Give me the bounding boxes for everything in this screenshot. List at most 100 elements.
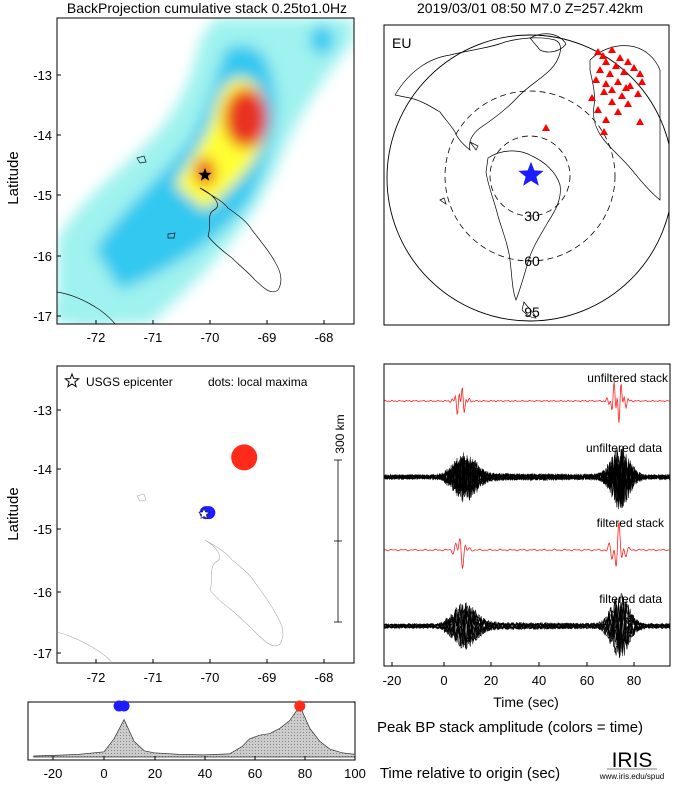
svg-text:-20: -20 [44, 766, 63, 781]
svg-text:-17: -17 [33, 309, 52, 324]
figure-title-right: 2019/03/01 08:50 M7.0 Z=257.42km [417, 0, 643, 16]
source-star-globe [518, 161, 544, 186]
station-triangle [608, 86, 616, 93]
station-triangle [600, 128, 608, 135]
svg-text:-72: -72 [87, 330, 106, 345]
station-triangle [626, 82, 634, 89]
station-triangle [622, 84, 630, 91]
station-triangle [614, 78, 622, 85]
station-triangle [608, 46, 616, 53]
figure-title-left: BackProjection cumulative stack 0.25to1.… [67, 0, 347, 16]
coastline [199, 187, 282, 293]
peak-x-ticks: -20 0 20 40 60 80 100 [44, 756, 366, 781]
svg-text:20: 20 [148, 766, 162, 781]
ring-label-95: 95 [524, 304, 540, 320]
distance-ring-30 [489, 135, 571, 217]
station-triangle [542, 124, 550, 131]
svg-text:-72: -72 [87, 670, 106, 685]
legend-star-icon [64, 372, 80, 388]
iris-logo: IRIS www.iris.edu/spud [599, 749, 664, 781]
svg-text:-70: -70 [201, 670, 220, 685]
map-frame [56, 17, 355, 325]
station-triangle [638, 78, 646, 85]
station-triangle [602, 58, 610, 65]
svg-text:20: 20 [484, 673, 498, 688]
trace-label-filtered-stack: filtered stack [597, 516, 665, 530]
backprojection-map-panel: -13 -14 -15 -16 -17 -72 -71 -70 -69 -68 … [5, 17, 355, 345]
svg-text:-13: -13 [33, 68, 52, 83]
local-maxima-panel: -13 -14 -15 -16 -17 -72 -71 -70 -69 -68 … [5, 365, 355, 685]
svg-text:-69: -69 [258, 330, 277, 345]
peak-amplitude-panel: -20 0 20 40 60 80 100 Peak BP stack ampl… [27, 700, 643, 782]
station-triangle [616, 54, 624, 61]
svg-text:-68: -68 [315, 330, 334, 345]
epicenter-star-map [198, 168, 212, 181]
unfiltered-data-traces [384, 445, 670, 510]
peak-time-marker [118, 700, 130, 712]
svg-text:60: 60 [580, 673, 594, 688]
station-triangle [614, 108, 622, 115]
svg-text:-15: -15 [33, 188, 52, 203]
station-triangle [602, 116, 610, 123]
svg-text:-71: -71 [144, 670, 163, 685]
data-trace [384, 447, 670, 500]
array-label: EU [392, 35, 411, 51]
peak-amplitude-area [33, 705, 355, 758]
distance-ring-60 [444, 90, 616, 262]
ring-label-30: 30 [524, 208, 540, 224]
svg-text:0: 0 [100, 766, 107, 781]
station-triangle [612, 62, 620, 69]
svg-text:-68: -68 [315, 670, 334, 685]
station-triangle [608, 98, 616, 105]
station-globe-panel: EU 30 60 95 [383, 24, 670, 326]
seismogram-panel: unfiltered stack unfiltered data filtere… [383, 363, 671, 710]
station-triangle [624, 100, 632, 107]
svg-text:-17: -17 [33, 646, 52, 661]
station-triangle [620, 68, 628, 75]
scale-bar-label: 300 km [333, 414, 347, 453]
svg-text:-14: -14 [33, 462, 52, 477]
station-triangle [594, 106, 602, 113]
maxima-coastline [57, 493, 284, 663]
station-triangle [592, 76, 600, 83]
globe-outline [386, 34, 669, 322]
svg-text:60: 60 [248, 766, 262, 781]
svg-text:-16: -16 [33, 585, 52, 600]
trace-label-unfiltered-data: unfiltered data [586, 441, 662, 455]
station-triangle [596, 66, 604, 73]
station-triangle [588, 94, 596, 101]
svg-text:-70: -70 [201, 330, 220, 345]
legend-star-label: USGS epicenter [86, 375, 173, 389]
maxima-y-ticks: -13 -14 -15 -16 -17 [33, 403, 61, 661]
svg-text:-13: -13 [33, 403, 52, 418]
peak-x-label: Time relative to origin (sec) [380, 765, 560, 782]
station-triangle [600, 88, 608, 95]
station-triangle [624, 58, 632, 65]
traces-x-label: Time (sec) [493, 694, 559, 710]
station-triangle [618, 92, 626, 99]
svg-text:80: 80 [627, 673, 641, 688]
logo-text: IRIS [612, 749, 653, 772]
legend-dots-label: dots: local maxima [208, 375, 308, 389]
svg-text:100: 100 [344, 766, 366, 781]
peak-title: Peak BP stack amplitude (colors = time) [377, 719, 643, 736]
trace-label-filtered-data: filtered data [599, 592, 662, 606]
map-y-label: Latitude [5, 151, 22, 204]
svg-text:-15: -15 [33, 522, 52, 537]
trace-label-unfiltered-stack: unfiltered stack [587, 371, 669, 385]
map-x-ticks: -72 -71 -70 -69 -68 [87, 320, 334, 345]
station-triangle [636, 70, 644, 77]
svg-text:-20: -20 [383, 673, 402, 688]
peak-time-markers [113, 700, 306, 712]
station-triangle [602, 80, 610, 87]
filtered-data-traces [384, 593, 670, 659]
heatmap-energy [57, 18, 354, 324]
svg-text:40: 40 [532, 673, 546, 688]
unfiltered-stack-trace [384, 381, 670, 423]
svg-text:-16: -16 [33, 249, 52, 264]
seismogram-traces [384, 381, 670, 659]
traces-x-ticks: -20 0 20 40 60 80 [383, 662, 641, 688]
svg-text:40: 40 [198, 766, 212, 781]
station-triangle [594, 48, 602, 55]
station-triangle [634, 90, 642, 97]
